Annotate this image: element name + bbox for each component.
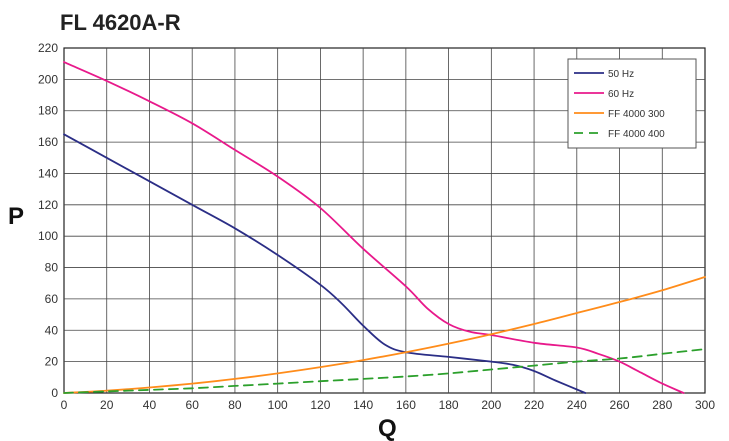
x-tick-label: 180	[439, 398, 459, 412]
x-axis-label: Q	[378, 415, 397, 441]
series-lines	[63, 61, 706, 394]
chart-legend: 50 Hz 60 Hz FF 4000 300 FF 4000 400	[567, 58, 697, 149]
y-tick-label: 180	[38, 104, 58, 118]
y-tick-labels: 0 20 40 60 80 100 120 140 160 180 200 220	[38, 41, 58, 400]
x-tick-label: 60	[186, 398, 200, 412]
series-line-1	[63, 61, 685, 394]
x-tick-labels: 0 20 40 60 80 100 120 140 160 180 200 220 240 260 280 3…	[61, 398, 716, 412]
y-tick-label: 20	[45, 355, 59, 369]
x-tick-label: 120	[310, 398, 330, 412]
x-tick-label: 260	[610, 398, 630, 412]
y-tick-label: 160	[38, 135, 58, 149]
y-tick-label: 120	[38, 198, 58, 212]
y-tick-label: 100	[38, 229, 58, 243]
series-line-3	[63, 348, 706, 394]
x-tick-label: 0	[61, 398, 68, 412]
x-tick-label: 80	[228, 398, 242, 412]
y-tick-label: 140	[38, 166, 58, 180]
y-tick-label: 200	[38, 72, 58, 86]
y-tick-label: 220	[38, 41, 58, 55]
y-tick-label: 0	[51, 386, 58, 400]
y-tick-label: 40	[45, 323, 59, 337]
legend-label-1: 60 Hz	[608, 89, 634, 100]
x-tick-label: 40	[143, 398, 157, 412]
legend-label-3: FF 4000 400	[608, 129, 665, 140]
x-tick-label: 240	[567, 398, 587, 412]
series-line-2	[63, 276, 706, 394]
x-tick-label: 300	[695, 398, 715, 412]
x-tick-label: 100	[268, 398, 288, 412]
x-tick-label: 140	[353, 398, 373, 412]
legend-label-0: 50 Hz	[608, 69, 634, 80]
chart-title: FL 4620A-R	[60, 10, 181, 35]
x-tick-label: 160	[396, 398, 416, 412]
x-tick-label: 20	[100, 398, 114, 412]
x-tick-label: 280	[652, 398, 672, 412]
x-tick-label: 220	[524, 398, 544, 412]
y-tick-label: 80	[45, 261, 59, 275]
y-axis-label: P	[8, 203, 24, 230]
y-tick-label: 60	[45, 292, 59, 306]
legend-label-2: FF 4000 300	[608, 109, 665, 120]
x-tick-label: 200	[481, 398, 501, 412]
